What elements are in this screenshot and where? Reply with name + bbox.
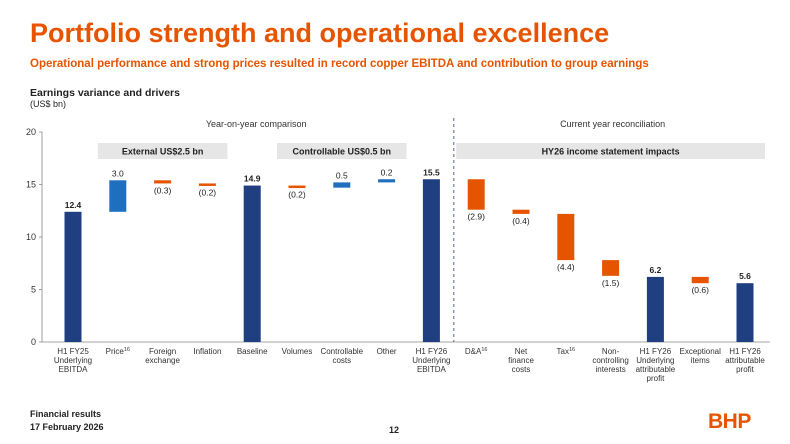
waterfall-bar bbox=[422, 179, 440, 342]
bar-value-label: 0.2 bbox=[381, 167, 393, 177]
impact-band bbox=[456, 143, 765, 159]
page-title: Portfolio strength and operational excel… bbox=[30, 18, 610, 48]
section-label-current-year: Current year reconciliation bbox=[560, 119, 665, 129]
waterfall-bar bbox=[646, 276, 664, 342]
page-subtitle: Operational performance and strong price… bbox=[30, 58, 649, 70]
bar-value-label: (0.2) bbox=[199, 188, 217, 198]
category-label: D&A16 bbox=[465, 347, 488, 356]
page-number: 12 bbox=[389, 425, 400, 435]
bar-value-label: (2.9) bbox=[467, 212, 485, 222]
category-label: Baseline bbox=[237, 347, 268, 356]
category-label: Price16 bbox=[106, 347, 130, 356]
y-tick-label: 10 bbox=[26, 232, 36, 242]
impact-band bbox=[97, 143, 228, 159]
waterfall-bar bbox=[512, 209, 530, 214]
bar-value-label: 12.4 bbox=[65, 200, 82, 210]
bar-value-label: 3.0 bbox=[112, 168, 124, 178]
waterfall-bar bbox=[64, 211, 82, 342]
bar-value-label: (0.3) bbox=[154, 185, 172, 195]
category-label: Controllable costs bbox=[320, 347, 363, 365]
category-label: H1 FY25 Underlying EBITDA bbox=[54, 347, 92, 374]
category-label: Inflation bbox=[193, 347, 221, 356]
bar-value-label: (0.6) bbox=[691, 285, 709, 295]
footer-label: Financial results bbox=[30, 409, 102, 419]
waterfall-bar bbox=[288, 185, 306, 189]
bar-value-label: 14.9 bbox=[244, 174, 261, 184]
bar-value-label: (1.5) bbox=[602, 278, 620, 288]
waterfall-bar bbox=[557, 213, 575, 261]
bhp-logo: BHP bbox=[708, 410, 751, 433]
chart-unit: (US$ bn) bbox=[30, 99, 67, 109]
category-label: Non-controlling interests bbox=[592, 347, 628, 374]
category-label: Volumes bbox=[282, 347, 313, 356]
bar-value-label: 15.5 bbox=[423, 167, 440, 177]
impact-band-label: HY26 income statement impacts bbox=[542, 147, 680, 157]
category-label: H1 FY26 Underlying attributable profit bbox=[636, 347, 676, 383]
waterfall-bar bbox=[378, 179, 396, 183]
category-label: H1 FY26 Underlying EBITDA bbox=[412, 347, 450, 374]
impact-band bbox=[277, 143, 407, 159]
impact-band-label: External US$2.5 bn bbox=[122, 147, 204, 157]
waterfall-bar bbox=[243, 185, 261, 342]
waterfall-bar bbox=[467, 179, 485, 210]
bar-value-label: (0.2) bbox=[288, 190, 306, 200]
footer-date: 17 February 2026 bbox=[30, 422, 104, 432]
waterfall-bar bbox=[109, 180, 127, 212]
bar-value-label: (0.4) bbox=[512, 216, 530, 226]
y-tick-label: 15 bbox=[26, 180, 36, 190]
waterfall-bar bbox=[602, 260, 620, 276]
waterfall-bar bbox=[198, 183, 216, 186]
y-tick-label: 20 bbox=[26, 127, 36, 137]
category-label: H1 FY26 attributable profit bbox=[725, 347, 765, 374]
waterfall-bar bbox=[154, 180, 172, 184]
bar-value-label: 0.5 bbox=[336, 170, 348, 180]
y-tick-label: 0 bbox=[31, 337, 36, 347]
category-label: Exceptional items bbox=[680, 347, 722, 365]
section-label-yoy: Year-on-year comparison bbox=[206, 119, 307, 129]
bar-value-label: 5.6 bbox=[739, 271, 751, 281]
category-label: Tax16 bbox=[557, 347, 576, 356]
waterfall-bar bbox=[691, 276, 709, 284]
waterfall-bar bbox=[736, 283, 754, 342]
category-label: Foreign exchange bbox=[145, 347, 180, 365]
category-label: Net finance costs bbox=[508, 347, 534, 374]
y-tick-label: 5 bbox=[31, 285, 36, 295]
bar-value-label: (4.4) bbox=[557, 262, 575, 272]
impact-band-label: Controllable US$0.5 bn bbox=[293, 147, 392, 157]
chart-title: Earnings variance and drivers bbox=[30, 87, 180, 99]
waterfall-bar bbox=[333, 182, 351, 188]
bar-value-label: 6.2 bbox=[649, 265, 661, 275]
category-label: Other bbox=[377, 347, 397, 356]
